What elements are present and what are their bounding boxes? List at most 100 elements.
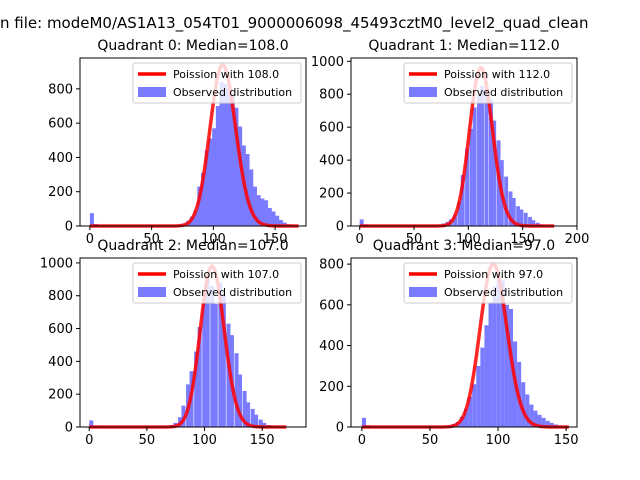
histogram-bar bbox=[258, 419, 263, 427]
histogram-bar bbox=[197, 186, 202, 226]
histogram-bar bbox=[245, 154, 250, 226]
y-tick-label: 400 bbox=[48, 355, 73, 370]
legend-label-observed: Observed distribution bbox=[173, 86, 292, 99]
histogram-bar bbox=[246, 402, 251, 427]
y-tick-label: 800 bbox=[48, 82, 73, 97]
histogram-bar bbox=[523, 212, 528, 226]
histogram-bar bbox=[537, 414, 542, 427]
histogram-bar bbox=[89, 420, 94, 427]
histogram-bar bbox=[210, 285, 215, 427]
histogram-bar bbox=[193, 210, 198, 226]
legend: Poission with 107.0 Observed distribution bbox=[132, 262, 302, 304]
histogram-bar bbox=[468, 396, 473, 427]
legend-box bbox=[132, 62, 302, 104]
x-tick-label: 0 bbox=[86, 232, 94, 247]
x-tick-label: 100 bbox=[201, 232, 226, 247]
y-tick-label: 0 bbox=[336, 421, 344, 436]
axes-frame bbox=[79, 257, 307, 428]
histogram-bar bbox=[492, 120, 497, 226]
histogram-bar bbox=[457, 201, 462, 226]
x-tick-label: 50 bbox=[422, 433, 439, 448]
axes-frame bbox=[79, 57, 307, 227]
histogram-bar bbox=[223, 83, 228, 226]
legend-bar-swatch bbox=[138, 287, 166, 297]
legend: Poission with 97.0 Observed distribution bbox=[403, 262, 573, 304]
y-tick-label: 600 bbox=[319, 121, 344, 136]
histogram-bar bbox=[218, 282, 223, 427]
histogram-bar bbox=[205, 276, 210, 427]
histogram-bar bbox=[464, 408, 469, 427]
histogram-bar bbox=[480, 347, 485, 427]
x-tick-label: 100 bbox=[192, 433, 217, 448]
histogram-bar bbox=[271, 211, 276, 226]
histogram-bar bbox=[264, 200, 269, 226]
histogram-bar bbox=[519, 209, 524, 226]
legend-bar-swatch bbox=[409, 287, 437, 297]
histogram-bar bbox=[477, 94, 481, 226]
histogram-bar bbox=[484, 90, 489, 226]
legend-box bbox=[403, 62, 573, 104]
y-tick-label: 400 bbox=[319, 154, 344, 169]
histogram-bar bbox=[508, 191, 513, 226]
y-tick-label: 0 bbox=[65, 220, 73, 235]
legend: Poission with 112.0 Observed distribution bbox=[403, 62, 573, 104]
x-tick-label: 0 bbox=[358, 433, 366, 448]
y-tick-label: 200 bbox=[319, 380, 344, 395]
histogram-bar bbox=[89, 213, 94, 226]
y-tick-label: 200 bbox=[48, 185, 73, 200]
histogram-bar bbox=[504, 176, 509, 226]
histogram-bar bbox=[525, 394, 530, 427]
histogram-bar bbox=[278, 220, 283, 226]
histogram-bar bbox=[238, 126, 243, 226]
histogram-bar bbox=[215, 106, 220, 226]
legend-label-poisson: Poission with 107.0 bbox=[173, 268, 279, 281]
histogram-bar bbox=[204, 150, 209, 226]
histogram-bar bbox=[545, 420, 550, 427]
histogram-bar bbox=[221, 295, 226, 427]
y-tick-label: 200 bbox=[48, 388, 73, 403]
chart-quadrant-1: Quadrant 1: Median=112.0 0 50 100 150 200 0 200… bbox=[311, 38, 590, 247]
histogram-bar bbox=[234, 107, 239, 226]
y-tick-label: 800 bbox=[48, 289, 73, 304]
x-tick-label: 50 bbox=[143, 232, 160, 247]
legend-label-poisson: Poission with 97.0 bbox=[444, 268, 543, 281]
x-tick-label: 50 bbox=[406, 232, 423, 247]
histogram-bar bbox=[480, 86, 485, 226]
histogram-bar bbox=[488, 302, 493, 427]
y-tick-label: 0 bbox=[336, 220, 344, 235]
y-tick-label: 600 bbox=[319, 298, 344, 313]
histogram-bar bbox=[230, 95, 235, 226]
legend-label-poisson: Poission with 112.0 bbox=[444, 68, 550, 81]
histogram-bar bbox=[488, 99, 493, 226]
histogram-bar bbox=[521, 382, 526, 427]
axes-frame bbox=[350, 257, 578, 428]
histogram-bar bbox=[194, 351, 199, 427]
x-tick-label: 0 bbox=[356, 232, 364, 247]
legend-label-poisson: Poission with 108.0 bbox=[173, 68, 279, 81]
x-tick-label: 150 bbox=[510, 232, 535, 247]
histogram-bar bbox=[476, 365, 481, 427]
histogram-bar bbox=[528, 216, 533, 226]
legend-box bbox=[132, 262, 302, 304]
histogram-bar bbox=[469, 128, 474, 226]
histogram-bar bbox=[516, 206, 521, 226]
histogram-bar bbox=[459, 416, 464, 427]
histogram-bar bbox=[531, 220, 536, 226]
x-tick-label: 150 bbox=[554, 433, 579, 448]
legend: Poission with 108.0 Observed distribution bbox=[132, 62, 302, 104]
histogram-bar bbox=[484, 325, 489, 427]
histogram-bar bbox=[496, 276, 501, 427]
y-tick-label: 400 bbox=[48, 151, 73, 166]
histogram-bar bbox=[197, 326, 202, 427]
y-tick-label: 200 bbox=[319, 187, 344, 202]
histogram-bar bbox=[226, 323, 231, 427]
histogram-bar bbox=[275, 215, 280, 226]
histogram-bar bbox=[234, 353, 239, 427]
histogram-bar bbox=[249, 169, 254, 226]
histogram-bar bbox=[460, 174, 465, 226]
histogram-bar bbox=[208, 138, 213, 226]
y-tick-label: 1000 bbox=[40, 256, 73, 271]
histogram-bar bbox=[508, 308, 514, 427]
chart-title: Quadrant 1: Median=112.0 bbox=[368, 38, 559, 54]
x-tick-label: 200 bbox=[565, 232, 590, 247]
